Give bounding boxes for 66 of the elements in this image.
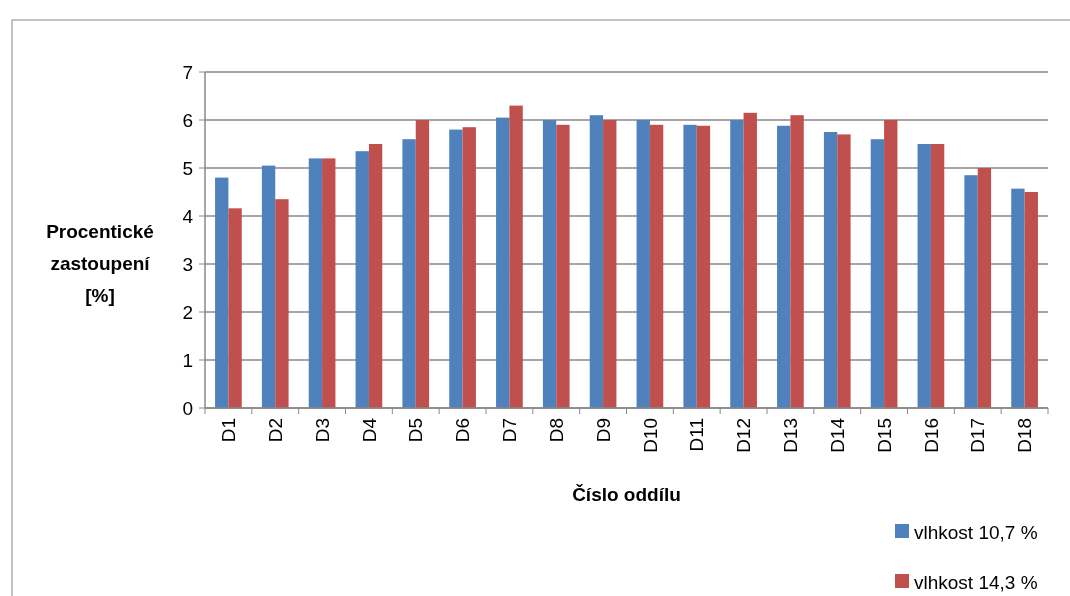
bar (636, 120, 650, 408)
bar (870, 139, 885, 408)
bar (402, 139, 416, 408)
bar (355, 151, 369, 408)
y-tick-label: 5 (182, 157, 193, 179)
bar (837, 134, 851, 408)
bar (556, 124, 570, 408)
x-tick-label: D11 (686, 418, 708, 452)
bar (308, 158, 323, 408)
bar (1024, 192, 1038, 408)
bar (743, 112, 757, 408)
bar (542, 120, 557, 408)
bar (790, 115, 804, 408)
x-tick-label: D4 (358, 417, 380, 443)
x-tick-label: D3 (311, 418, 333, 443)
x-tick-label: D14 (826, 417, 848, 453)
bar (322, 158, 336, 408)
x-tick-label: D13 (780, 418, 802, 453)
bar (462, 127, 476, 408)
bar (496, 117, 510, 408)
x-tick-label: D9 (592, 418, 614, 443)
x-tick-label: D2 (264, 418, 286, 443)
bar (603, 120, 617, 408)
y-tick-label: 4 (182, 205, 194, 227)
bar (415, 120, 430, 408)
bar (930, 144, 945, 408)
bar (964, 175, 978, 408)
x-tick-label: D17 (967, 418, 989, 453)
y-tick-label: 0 (182, 397, 193, 419)
x-tick-label: D6 (452, 418, 474, 443)
bar (449, 129, 463, 408)
y-tick-label: 1 (182, 349, 193, 371)
bar (215, 177, 229, 408)
legend-label: vlhkost 14,3 % (914, 571, 1038, 593)
bar (683, 124, 697, 408)
bar (649, 124, 664, 408)
x-tick-label: D12 (733, 418, 755, 453)
x-tick-label: D8 (545, 418, 567, 443)
x-tick-label: D10 (639, 418, 661, 453)
y-axis-title: Procentické zastoupení [%] (46, 221, 154, 306)
x-tick-label: D7 (499, 418, 521, 443)
x-tick-label: D18 (1014, 418, 1036, 453)
bar (589, 115, 604, 408)
x-tick-label: D16 (920, 418, 942, 453)
bar (730, 120, 744, 408)
bar (777, 125, 791, 408)
x-tick-label: D5 (405, 418, 427, 443)
bar (228, 208, 242, 408)
y-tick-label: 6 (182, 109, 193, 131)
bar (261, 165, 276, 408)
bar (509, 105, 523, 408)
y-tick-label: 2 (182, 301, 193, 323)
y-tick-label: 7 (182, 61, 193, 83)
bar (823, 132, 838, 408)
x-tick-label: D15 (873, 418, 895, 453)
bar (884, 120, 898, 408)
x-axis-title: Číslo oddílu (572, 484, 681, 505)
legend-label: vlhkost 10,7 % (914, 521, 1038, 543)
bar (275, 199, 289, 408)
x-tick-label: D1 (218, 418, 240, 443)
bar (368, 144, 383, 408)
bar (917, 144, 931, 408)
bar (1011, 188, 1025, 408)
y-tick-label: 3 (182, 253, 193, 275)
bar (977, 168, 992, 408)
bar (696, 125, 711, 408)
